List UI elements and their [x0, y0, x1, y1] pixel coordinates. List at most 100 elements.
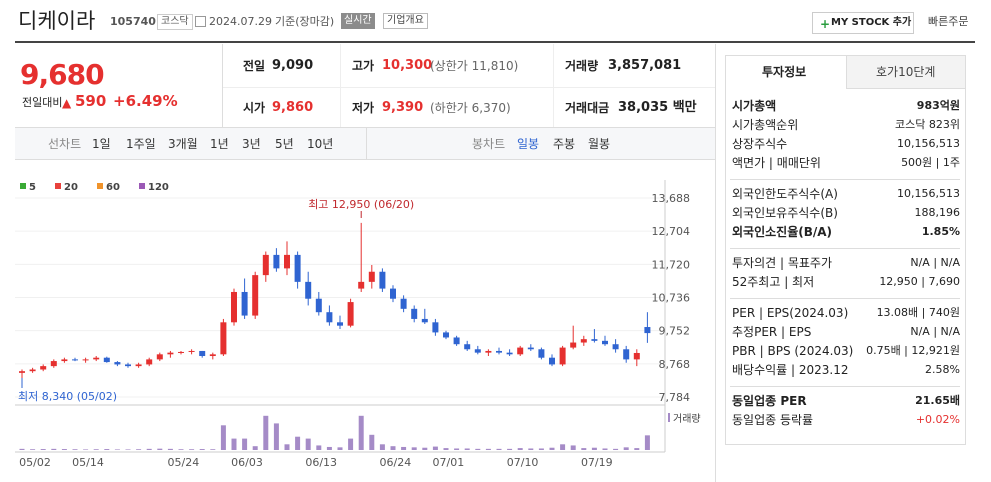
summary-label: 전일: [243, 59, 266, 73]
volume-bar: [528, 448, 534, 450]
y-tick-label: 11,720: [652, 258, 691, 271]
candle-body: [146, 359, 153, 365]
info-label: 동일업종 등락률: [732, 413, 814, 427]
volume-bar: [422, 447, 428, 450]
volume-bar: [231, 438, 237, 450]
candle-body: [358, 281, 365, 289]
candle-body: [633, 352, 640, 360]
plus-icon: +: [820, 17, 831, 31]
legend-swatch: [20, 183, 26, 189]
change-pct: +6.49%: [113, 92, 178, 110]
candle-tab[interactable]: 주봉: [553, 137, 576, 151]
candle-tab: 봉차트: [472, 137, 506, 151]
candle-body: [443, 332, 449, 338]
x-tick-label: 06/03: [231, 456, 263, 469]
summary-value: 3,857,081: [608, 58, 682, 73]
candle-tab[interactable]: 월봉: [588, 137, 611, 151]
period-tab[interactable]: 1주일: [126, 137, 156, 151]
legend-swatch: [97, 183, 103, 189]
info-label: 시가총액: [732, 99, 777, 113]
legend-label: 20: [64, 182, 78, 193]
volume-bar: [178, 449, 184, 450]
info-panel: [725, 55, 966, 445]
candle-body: [506, 352, 513, 355]
info-label: 배당수익률 | 2023.12: [732, 363, 849, 377]
volume-bar: [72, 449, 78, 450]
x-tick-label: 07/10: [507, 456, 539, 469]
volume-bar: [83, 449, 89, 450]
volume-bar: [379, 444, 385, 450]
volume-bar: [390, 446, 396, 450]
info-tab-bg: [846, 56, 965, 89]
volume-bar: [443, 448, 449, 450]
volume-bar: [337, 447, 343, 450]
candle-body: [421, 318, 428, 323]
info-label: 시가총액순위: [732, 118, 799, 132]
period-tab[interactable]: 3년: [242, 137, 261, 151]
volume-legend: 거래량: [673, 413, 701, 425]
x-tick-label: 05/14: [72, 456, 104, 469]
summary-extra: (상한가 11,810): [430, 59, 519, 73]
candle-body: [485, 350, 492, 353]
volume-bar: [634, 448, 640, 450]
period-tab[interactable]: 5년: [275, 137, 294, 151]
info-label: 투자의견 | 목표주가: [732, 256, 832, 270]
period-tab[interactable]: 3개월: [168, 137, 198, 151]
volume-bar: [157, 448, 163, 450]
candle-body: [623, 349, 630, 360]
volume-bar: [40, 449, 46, 450]
summary-value: 10,300: [382, 58, 433, 73]
summary-label: 고가: [352, 59, 375, 73]
realtime-btn[interactable]: 실시간: [341, 13, 375, 29]
period-tab[interactable]: 10년: [307, 137, 334, 151]
period-tab[interactable]: 1년: [210, 137, 229, 151]
calendar-icon: [195, 16, 206, 27]
divider: [222, 44, 223, 128]
volume-bar: [464, 448, 470, 450]
volume-bar: [401, 446, 407, 450]
y-tick-label: 12,704: [652, 225, 691, 238]
info-label: 외국인한도주식수(A): [732, 187, 838, 201]
period-tab[interactable]: 1일: [92, 137, 111, 151]
current-price: 9,680: [20, 58, 105, 91]
volume-bar: [189, 449, 195, 450]
candle-body: [199, 350, 206, 357]
volume-bar: [613, 448, 619, 450]
candle-body: [559, 347, 566, 365]
x-tick-label: 05/24: [168, 456, 200, 469]
divider: [366, 128, 367, 159]
candle-tab[interactable]: 일봉: [517, 137, 540, 151]
volume-bar: [136, 449, 142, 450]
summary-label: 거래량: [565, 59, 599, 73]
legend-swatch: [139, 183, 145, 189]
quick-order[interactable]: 빠른주문: [928, 15, 969, 28]
legend-swatch: [55, 183, 61, 189]
volume-bar: [517, 448, 523, 450]
info-tab[interactable]: 호가10단계: [876, 65, 936, 79]
info-value: 12,950 | 7,690: [879, 275, 960, 288]
mystock-label[interactable]: MY STOCK 추가: [831, 17, 912, 28]
info-value: 13.08배 | 740원: [876, 306, 960, 319]
mystock-btn[interactable]: [812, 12, 914, 34]
change-label: 전일대비: [22, 96, 63, 109]
volume-bar: [284, 444, 290, 450]
info-tab[interactable]: 투자정보: [762, 65, 807, 79]
info-value: +0.02%: [915, 413, 960, 426]
candle-body: [602, 340, 608, 345]
company-info-btn[interactable]: 기업개요: [383, 13, 428, 29]
high-note: 최고 12,950 (06/20): [308, 198, 414, 211]
candle-body: [72, 359, 78, 361]
candle-body: [294, 254, 301, 282]
summary-label: 거래대금: [565, 101, 610, 115]
candle-body: [527, 347, 534, 350]
candle-body: [326, 312, 333, 323]
summary-label: 저가: [352, 101, 375, 115]
candle-body: [464, 344, 471, 350]
section-line: [730, 179, 960, 180]
candle-body: [305, 281, 312, 299]
candle-body: [315, 298, 322, 313]
candle-body: [61, 359, 68, 362]
candle-body: [29, 369, 36, 372]
volume-bar: [30, 449, 36, 450]
